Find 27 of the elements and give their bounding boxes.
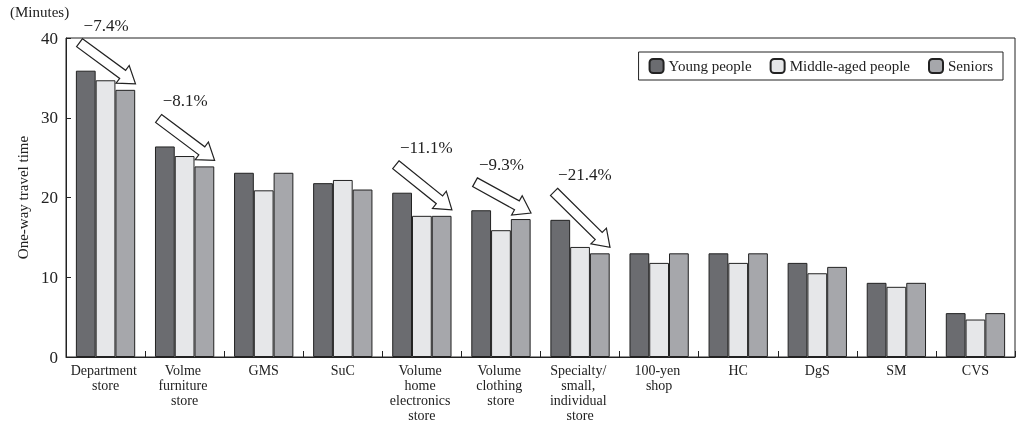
x-tick-label: Department store <box>70 363 141 393</box>
x-tick-label: Volume home electronics store <box>389 363 454 423</box>
x-tick-label: DgS <box>804 363 830 378</box>
y-tick-label: 20 <box>41 188 58 207</box>
x-tick-label: Volume clothing store <box>476 363 526 408</box>
text: (Minutes) <box>10 3 70 21</box>
y-tick-label: 30 <box>41 108 58 128</box>
annotation: −11.1% <box>399 137 453 157</box>
annotation: −21.4% <box>558 164 612 184</box>
x-tick-label: SM <box>886 363 908 378</box>
x-tick-label: HC <box>728 363 748 378</box>
y-tick-label: 10 <box>41 267 58 287</box>
x-tick-label: CVS <box>961 363 990 378</box>
annotation: −8.1% <box>162 91 208 111</box>
annotation: −9.3% <box>478 155 524 175</box>
y-tick-label: 0 <box>49 347 58 367</box>
x-tick-label: Specialty/ small, individual store <box>549 363 611 423</box>
y-tick-label: 40 <box>41 28 58 48</box>
x-tick-label: SuC <box>330 363 355 378</box>
x-tick-label: Volme furniture store <box>158 363 211 408</box>
legend-label: Young people <box>668 58 752 74</box>
text: −7.4% <box>83 15 129 35</box>
y-axis-title: One-way travel time <box>14 135 31 260</box>
x-tick-label: GMS <box>248 363 279 378</box>
legend-label: Seniors <box>948 58 994 74</box>
x-tick-label: 100-yen shop <box>634 363 684 393</box>
legend-label: Middle-aged people <box>789 58 911 74</box>
